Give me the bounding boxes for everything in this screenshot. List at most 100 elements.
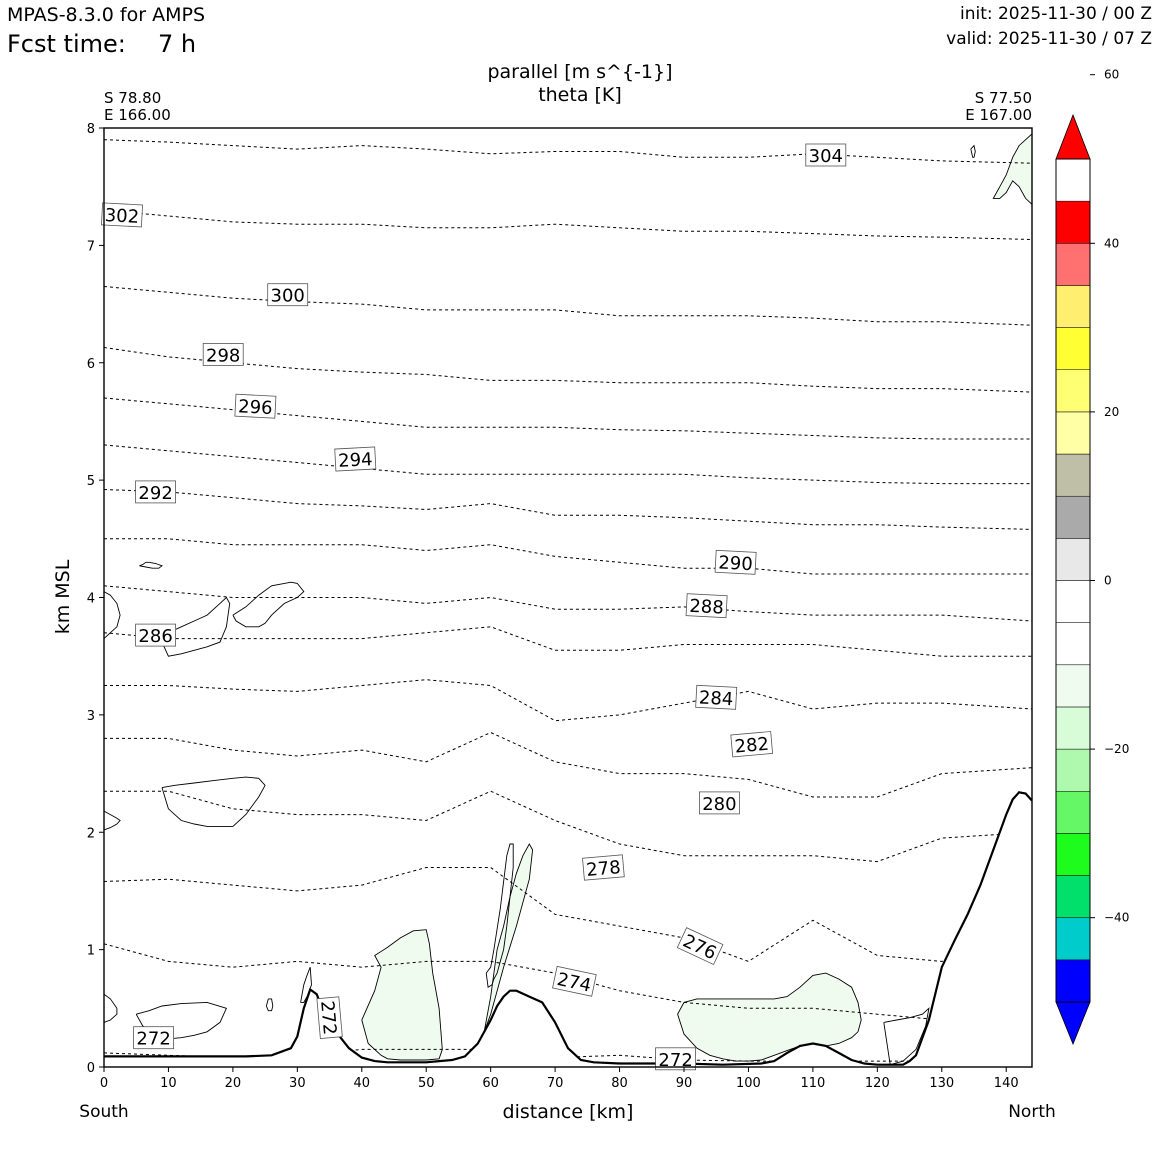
- x-tick-label: 130: [929, 1076, 954, 1091]
- colorbar-segment: [1055, 791, 1091, 834]
- colorbar-tick-label: 0: [1104, 574, 1112, 588]
- theta-label-box: [695, 684, 738, 710]
- theta-label-278: 278: [582, 854, 625, 881]
- theta-label-288: 288: [685, 593, 728, 619]
- theta-label-box: [552, 965, 597, 997]
- theta-label-text: 286: [138, 626, 172, 647]
- x-tick-label: 10: [160, 1076, 177, 1091]
- theta-label-box: [714, 549, 757, 575]
- x-tick-label: 30: [289, 1076, 306, 1091]
- theta-label-box: [267, 283, 309, 307]
- colorbar-tick-label: 60: [1104, 68, 1119, 82]
- theta-label-text: 272: [316, 1000, 340, 1036]
- y-tick-label: 1: [87, 944, 95, 959]
- wind-zero-contour: [103, 591, 121, 639]
- terrain-line: [104, 791, 1033, 1066]
- model-title: MPAS-8.3.0 for AMPS: [7, 4, 206, 26]
- theta-contour-layer: [103, 139, 1033, 1062]
- theta-label-290: 290: [714, 549, 757, 575]
- forecast-time-value: 7 h: [158, 30, 197, 58]
- axes-layer: 0 10 20 30 40 50 60 70 80 90 100 110 120 130 140 0 1 2 3 4 5…: [87, 122, 1019, 1091]
- theta-label-272: 272: [133, 1026, 175, 1050]
- theta-contour-282: [104, 679, 1033, 722]
- theta-label-302: 302: [101, 202, 143, 228]
- y-axis-label: km MSL: [52, 559, 74, 634]
- colorbar: −40 −20 0 20 40 60: [1055, 68, 1129, 1046]
- theta-contour-296: [103, 347, 1033, 393]
- south-label: South: [79, 1102, 128, 1122]
- init-time: init: 2025-11-30 / 00 Z: [959, 4, 1152, 24]
- wind-zero-contour: [265, 998, 274, 1012]
- theta-label-282: 282: [730, 731, 774, 758]
- theta-label-text: 282: [734, 734, 770, 758]
- terrain-layer: [104, 791, 1033, 1067]
- theta-contour-302: [103, 139, 1033, 164]
- theta-label-text: 272: [136, 1029, 170, 1050]
- theta-label-292: 292: [135, 480, 177, 504]
- x-tick-label: 60: [482, 1076, 499, 1091]
- theta-label-box: [805, 143, 847, 167]
- positive-wind-region: [677, 972, 862, 1062]
- positive-wind-region: [361, 929, 443, 1061]
- theta-label-284: 284: [695, 684, 738, 710]
- theta-label-text: 298: [206, 346, 240, 367]
- positive-wind-region: [992, 132, 1033, 206]
- wind-zero-contour: [139, 561, 163, 569]
- wind-zero-contour: [103, 993, 118, 1023]
- colorbar-segment: [1055, 748, 1091, 792]
- theta-label-296: 296: [234, 393, 277, 419]
- colorbar-tick-label: 40: [1104, 236, 1119, 250]
- theta-label-text: 304: [809, 146, 843, 167]
- y-tick-label: 2: [87, 826, 95, 841]
- theta-label-text: 278: [586, 857, 622, 881]
- theta-label-text: 290: [718, 552, 753, 575]
- theta-label-300: 300: [267, 283, 309, 307]
- theta-contour-276: [103, 867, 1033, 962]
- theta-contour-280: [104, 731, 1033, 798]
- right-latitude: S 77.50: [975, 89, 1032, 107]
- theta-contour-290: [103, 489, 1033, 530]
- theta-contour-300: [103, 209, 1033, 240]
- chart-title-line-1: parallel [m s^{-1}]: [487, 61, 672, 83]
- terrain-mask: [104, 792, 1032, 1067]
- colorbar-segment: [1055, 622, 1091, 666]
- wind-zero-contour: [970, 144, 976, 158]
- colorbar-segment: [1055, 327, 1091, 371]
- wind-zero-contour: [232, 581, 305, 628]
- right-longitude: E 167.00: [965, 106, 1032, 124]
- x-tick-label: 110: [800, 1076, 825, 1091]
- theta-label-box: [101, 202, 143, 228]
- colorbar-min-arrow: [1055, 1001, 1091, 1046]
- theta-label-box: [655, 1047, 696, 1071]
- theta-label-text: 296: [238, 396, 273, 419]
- theta-label-box: [730, 731, 774, 758]
- wind-zero-contour: [300, 967, 312, 1003]
- colorbar-segment: [1055, 580, 1091, 623]
- x-tick-label: 50: [418, 1076, 435, 1091]
- theta-contour-284: [103, 626, 1032, 657]
- x-tick-label: 140: [994, 1076, 1019, 1091]
- theta-label-text: 280: [702, 794, 736, 815]
- colorbar-segment: [1055, 875, 1091, 918]
- theta-label-text: 288: [689, 596, 724, 619]
- colorbar-segment: [1055, 243, 1091, 286]
- colorbar-segment: [1055, 664, 1091, 708]
- colorbar-segment: [1055, 495, 1091, 539]
- forecast-time-label: Fcst time:: [7, 30, 126, 58]
- colorbar-segment: [1055, 369, 1091, 413]
- colorbar-segment: [1055, 706, 1091, 750]
- left-latitude: S 78.80: [104, 89, 161, 107]
- theta-label-box: [582, 854, 625, 881]
- x-tick-label: 70: [547, 1076, 564, 1091]
- x-tick-label: 90: [676, 1076, 693, 1091]
- positive-shading-layer: [361, 132, 1033, 1062]
- theta-label-text: 292: [138, 483, 172, 504]
- colorbar-tick-label: 20: [1104, 405, 1119, 419]
- colorbar-segment: [1055, 917, 1091, 961]
- left-longitude: E 166.00: [104, 106, 171, 124]
- x-tick-label: 0: [100, 1076, 108, 1091]
- y-tick-label: 0: [87, 1061, 95, 1076]
- theta-label-text: 284: [698, 687, 733, 710]
- theta-label-text: 302: [104, 205, 139, 228]
